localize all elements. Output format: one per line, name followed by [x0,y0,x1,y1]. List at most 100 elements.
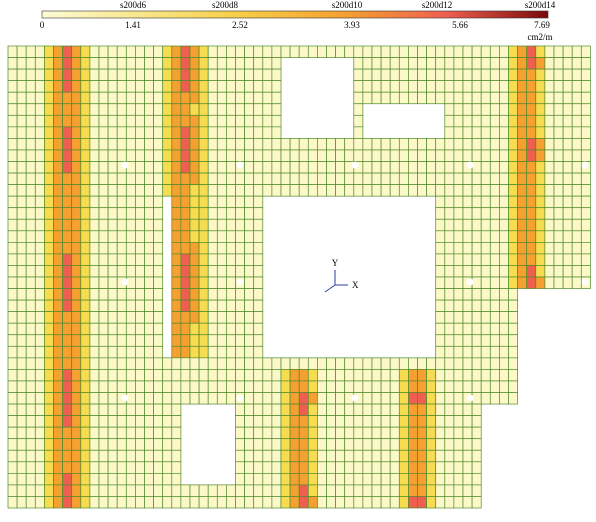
mesh-cell [371,461,382,474]
mesh-cell [371,369,382,382]
mesh-cell [25,265,36,278]
mesh-cell [244,114,255,128]
mesh-cell [235,172,245,185]
mesh-cell [571,207,582,220]
mesh-cell [153,496,164,509]
mesh-cell [98,288,109,301]
mesh-cell [235,103,245,116]
mesh-cell [216,276,227,289]
mesh-cell [125,311,136,324]
support-point [466,278,474,286]
mesh-cell [235,438,245,451]
mesh-cell [471,334,482,347]
mesh-cell [198,195,209,209]
mesh-cell [380,138,391,151]
mesh-cell [144,265,154,278]
mesh-cell [44,161,54,174]
mesh-cell [253,415,264,428]
mesh-cell [198,149,209,162]
mesh-cell [62,172,73,185]
mesh-cell [562,207,573,220]
mesh-cell [508,161,518,174]
mesh-cell [544,68,555,81]
mesh-cell [7,311,18,324]
mesh-cell [253,334,264,347]
mesh-cell [44,114,54,128]
support-point [581,278,589,286]
mesh-cell [16,161,27,174]
mesh-cell [25,334,36,347]
mesh-cell [153,276,164,289]
mesh-cell [71,161,82,174]
mesh-cell [53,426,63,440]
mesh-cell [171,91,182,105]
mesh-cell [116,311,127,324]
mesh-cell [180,369,191,382]
mesh-cell [471,57,482,70]
mesh-cell [198,276,209,289]
mesh-cell [253,207,264,220]
mesh-cell [517,149,528,162]
mesh-cell [408,68,418,81]
mesh-cell [235,242,245,255]
mesh-cell [162,380,173,393]
mesh-cell [499,299,509,313]
mesh-cell [535,91,546,105]
mesh-cell [125,484,136,497]
mesh-cell [198,311,209,324]
mesh-cell [517,80,528,93]
mesh-cell [280,403,291,416]
mesh-cell [480,369,491,382]
mesh-cell [71,438,82,451]
mesh-cell [389,403,400,416]
mesh-cell [353,484,364,497]
mesh-cell [171,230,182,243]
mesh-cell [25,138,36,151]
mesh-cell [162,438,173,451]
mesh-cell [125,91,136,105]
mesh-cell [517,161,528,174]
mesh-cell [289,392,300,405]
mesh-cell [198,357,209,370]
mesh-cell [371,357,382,370]
mesh-cell [271,149,282,162]
mesh-cell [98,172,109,185]
mesh-cell [408,91,418,105]
mesh-cell [362,80,373,93]
mesh-cell [307,138,318,151]
mesh-cell [80,288,91,301]
mesh-cell [71,311,82,324]
mesh-cell [144,57,154,70]
mesh-cell [244,172,255,185]
mesh-cell [144,357,154,370]
mesh-cell [226,311,236,324]
mesh-cell [135,496,145,509]
mesh-cell [335,138,346,151]
mesh-cell [335,184,346,197]
mesh-cell [153,449,164,463]
mesh-cell [444,218,455,232]
mesh-cell [71,345,82,359]
mesh-cell [125,415,136,428]
mesh-cell [25,496,36,509]
mesh-cell [235,218,245,232]
mesh-cell [116,172,127,185]
mesh-cell [444,149,455,162]
mesh-cell [226,230,236,243]
mesh-cell [216,345,227,359]
mesh-cell [499,57,509,70]
mesh-cell [80,126,91,139]
mesh-cell [125,45,136,58]
mesh-cell [144,218,154,232]
mesh-cell [226,242,236,255]
mesh-cell [25,45,36,58]
mesh-cell [7,265,18,278]
mesh-cell [362,484,373,497]
mesh-cell [344,369,355,382]
mesh-cell [62,299,73,313]
mesh-cell [107,357,118,370]
mesh-cell [171,299,182,313]
mesh-cell [271,184,282,197]
mesh-cell [107,415,118,428]
mesh-cell [462,322,473,336]
